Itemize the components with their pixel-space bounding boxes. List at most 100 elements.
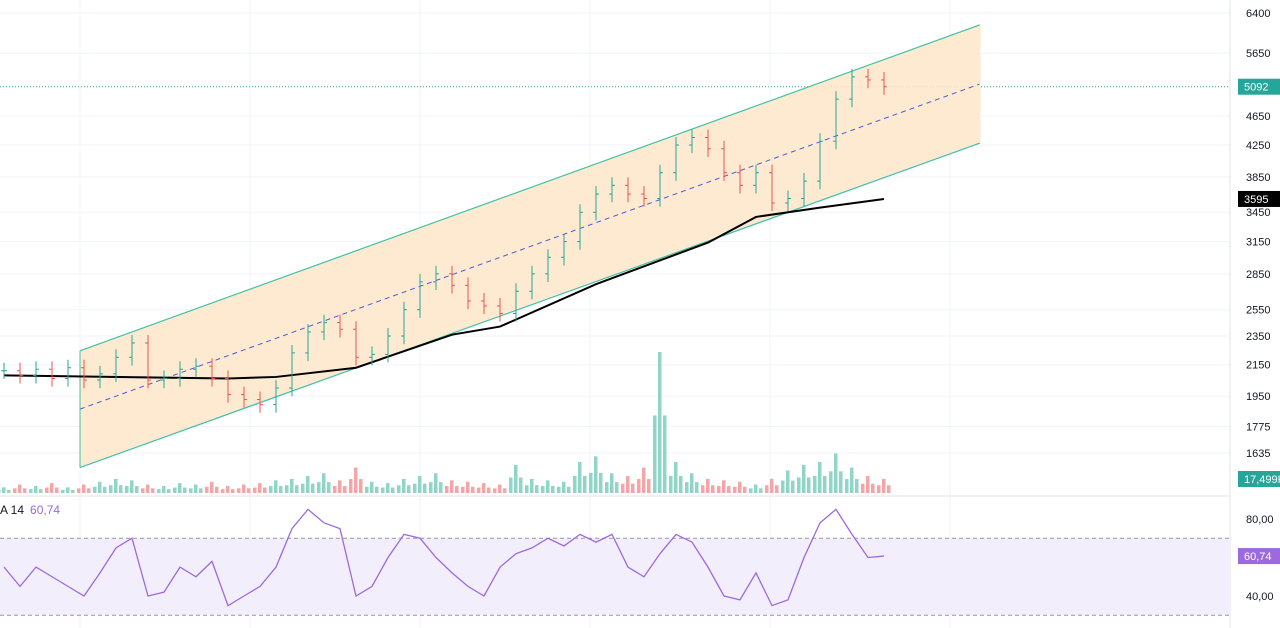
volume-bar bbox=[605, 482, 609, 493]
volume-bar bbox=[386, 483, 390, 493]
volume-bar bbox=[797, 477, 801, 493]
volume-bar bbox=[887, 485, 891, 493]
volume-bar bbox=[407, 485, 411, 493]
volume-bar bbox=[215, 486, 219, 493]
price-bar bbox=[657, 164, 663, 207]
price-bar bbox=[881, 71, 887, 95]
volume-bar bbox=[834, 453, 838, 493]
volume-bar bbox=[157, 489, 161, 493]
volume-bar bbox=[743, 486, 747, 493]
volume-bar bbox=[50, 483, 54, 493]
volume-bar bbox=[530, 478, 534, 493]
volume-bar bbox=[183, 487, 187, 493]
price-bar bbox=[737, 164, 743, 194]
volume-bar bbox=[109, 485, 113, 493]
price-bar bbox=[49, 361, 55, 387]
volume-bar bbox=[557, 486, 561, 493]
price-bar bbox=[561, 233, 567, 266]
volume-bar bbox=[253, 487, 257, 493]
volume-bar bbox=[786, 470, 790, 493]
price-bars bbox=[1, 68, 887, 413]
volume-bar bbox=[13, 488, 17, 493]
volume-bar bbox=[679, 475, 683, 493]
volume-bar bbox=[87, 488, 91, 493]
price-bar bbox=[193, 358, 199, 378]
volume-bar bbox=[455, 486, 459, 493]
price-bar bbox=[449, 265, 455, 294]
volume-bar bbox=[359, 479, 363, 493]
rsi-tick-label: 40,00 bbox=[1246, 591, 1274, 603]
price-bar bbox=[513, 283, 519, 322]
price-bar bbox=[273, 380, 279, 413]
price-bar bbox=[161, 370, 167, 389]
rsi-line bbox=[3, 508, 885, 607]
volume-bar bbox=[461, 486, 465, 493]
volume-bar bbox=[839, 471, 843, 493]
volume-bar bbox=[701, 485, 705, 493]
volume-bar bbox=[813, 475, 817, 493]
volume-bar bbox=[439, 482, 443, 493]
volume-bar bbox=[141, 488, 145, 493]
price-bar bbox=[801, 173, 807, 207]
volume-bar bbox=[754, 484, 758, 493]
volume-bar bbox=[125, 486, 129, 493]
volume-bar bbox=[269, 486, 273, 493]
price-bar bbox=[305, 323, 311, 362]
volume-bar bbox=[690, 473, 694, 493]
volume-bar bbox=[877, 485, 881, 493]
volume-bar bbox=[749, 488, 753, 493]
price-bar bbox=[529, 265, 535, 300]
rsi-tick-label: 80,00 bbox=[1246, 514, 1274, 526]
ma-value-badge: 3595 bbox=[1244, 194, 1268, 206]
volume-bar bbox=[733, 486, 737, 493]
volume-bar bbox=[759, 488, 763, 493]
volume-bar bbox=[589, 472, 593, 493]
volume-bar bbox=[541, 486, 545, 493]
volume-bar bbox=[151, 488, 155, 493]
volume-bar bbox=[610, 473, 614, 493]
price-bar bbox=[689, 129, 695, 154]
price-tick-label: 5650 bbox=[1246, 48, 1270, 60]
volume-bar bbox=[637, 479, 641, 493]
volume-bar bbox=[546, 480, 550, 493]
volume-bar bbox=[450, 480, 454, 493]
volume-bar bbox=[247, 488, 251, 493]
volume-bar bbox=[306, 476, 310, 493]
price-tick-label: 2850 bbox=[1246, 269, 1270, 281]
price-tick-label: 4250 bbox=[1246, 140, 1270, 152]
price-bar bbox=[705, 129, 711, 157]
volume-bar bbox=[381, 487, 385, 493]
price-bar bbox=[145, 335, 151, 389]
rsi-pane bbox=[0, 508, 1230, 616]
rsi-legend: A 14 60,74 bbox=[0, 503, 60, 517]
price-bar bbox=[353, 321, 359, 366]
volume-bar bbox=[525, 485, 529, 493]
rsi-legend-name: A 14 bbox=[0, 503, 25, 517]
price-bar bbox=[1, 362, 7, 379]
volume-bar bbox=[242, 484, 246, 493]
volume-bar bbox=[45, 487, 49, 493]
volume-bar bbox=[29, 489, 33, 493]
price-tick-label: 1635 bbox=[1246, 448, 1270, 460]
price-bar bbox=[465, 277, 471, 310]
price-bar bbox=[33, 361, 39, 384]
volume-bar bbox=[23, 488, 27, 493]
price-tick-label: 2150 bbox=[1246, 360, 1270, 372]
price-bar bbox=[545, 249, 551, 282]
volume-bar bbox=[562, 481, 566, 493]
parallel-channel[interactable] bbox=[79, 24, 981, 469]
volume-bar bbox=[333, 486, 337, 493]
price-tick-label: 4650 bbox=[1246, 111, 1270, 123]
volume-bar bbox=[365, 486, 369, 493]
volume-bar bbox=[861, 483, 865, 493]
volume-bar bbox=[626, 476, 630, 493]
volume-bar bbox=[578, 461, 582, 493]
channel-mid-line bbox=[79, 83, 981, 410]
rsi-band-fill bbox=[0, 538, 1230, 616]
price-bar bbox=[65, 359, 71, 387]
price-axis[interactable]: 6400 5650 4650 4250 3850 3450 3150 2850 2550 2350… bbox=[1238, 8, 1280, 603]
volume-bar bbox=[146, 484, 150, 493]
volume-bar bbox=[205, 486, 209, 493]
volume-bar bbox=[114, 478, 118, 493]
